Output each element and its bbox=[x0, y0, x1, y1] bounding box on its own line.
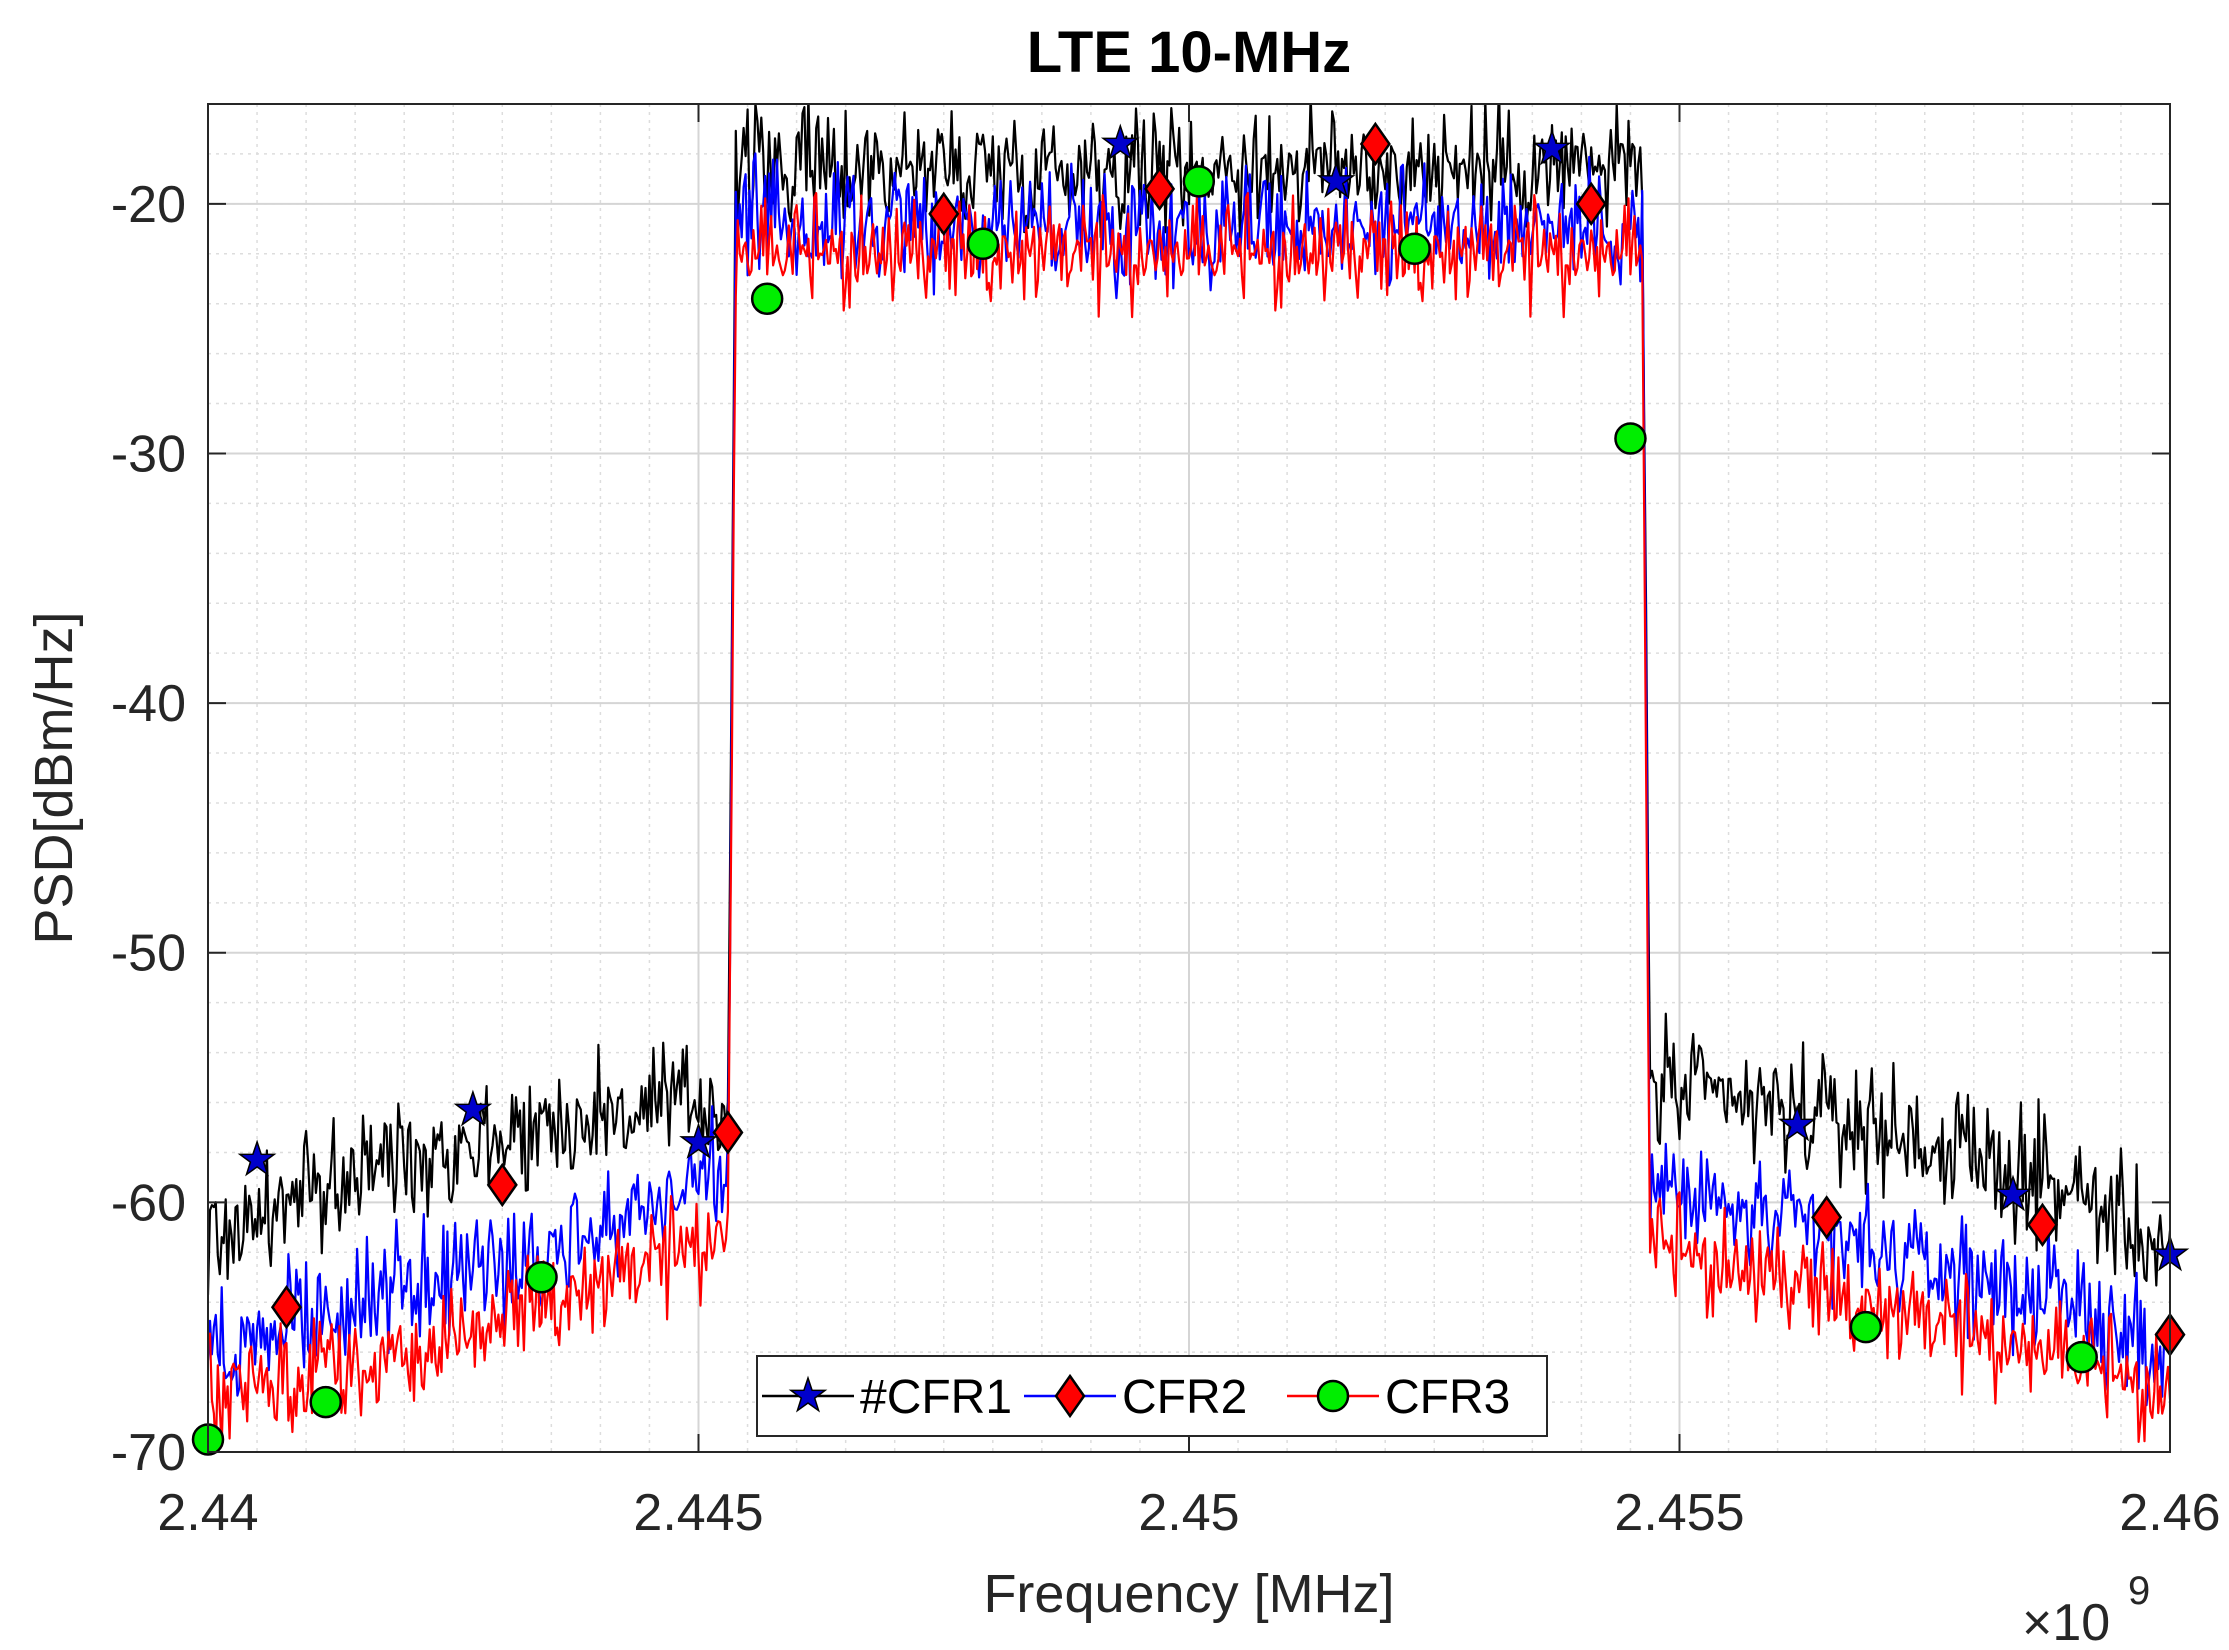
series-marker-2 bbox=[270, 1285, 303, 1330]
series-marker-3 bbox=[1849, 1310, 1883, 1344]
x-axis-label: Frequency [MHz] bbox=[983, 1564, 1394, 1624]
series-marker-1 bbox=[1100, 123, 1140, 161]
series-marker-2 bbox=[1144, 166, 1176, 212]
series-marker-3 bbox=[2065, 1340, 2098, 1374]
series-marker-1 bbox=[679, 1122, 718, 1159]
y-tick-label: -20 bbox=[111, 176, 186, 234]
series-marker-2 bbox=[712, 1110, 744, 1155]
y-tick-label: -50 bbox=[111, 925, 186, 983]
y-tick-label: -70 bbox=[111, 1424, 186, 1482]
legend-label-3: CFR3 bbox=[1385, 1371, 1510, 1424]
x-tick-label: 2.455 bbox=[1614, 1484, 1744, 1542]
y-axis-label: PSD[dBm/Hz] bbox=[24, 611, 84, 944]
minor-grid bbox=[207, 103, 2171, 1453]
x-tick-label: 2.445 bbox=[633, 1484, 763, 1542]
chart-title: LTE 10-MHz bbox=[1027, 20, 1351, 85]
series-marker-3 bbox=[525, 1261, 558, 1294]
series-marker-2 bbox=[2026, 1202, 2058, 1248]
y-axis-ticks: -70 -60 -50 -40 -30 -20 bbox=[111, 176, 2170, 1482]
series-marker-2 bbox=[1575, 181, 1607, 227]
series-marker-1 bbox=[1993, 1174, 2033, 1212]
x-axis-exponent-power: 9 bbox=[2128, 1569, 2150, 1613]
legend-label-2: CFR2 bbox=[1122, 1371, 1247, 1424]
x-tick-label: 2.44 bbox=[157, 1484, 258, 1542]
series-marker-1 bbox=[453, 1089, 493, 1127]
x-tick-label: 2.46 bbox=[2119, 1484, 2220, 1542]
series-marker-1 bbox=[1777, 1104, 1817, 1142]
series-marker-3 bbox=[1182, 165, 1216, 198]
series-marker-2 bbox=[1811, 1195, 1843, 1240]
series-marker-2 bbox=[486, 1162, 518, 1208]
series-marker-1 bbox=[1316, 161, 1356, 198]
series-marker-2 bbox=[928, 191, 960, 237]
x-axis-exponent: ×10 9 bbox=[2022, 1569, 2150, 1650]
series-marker-2 bbox=[1359, 121, 1391, 167]
series-line-3 bbox=[208, 192, 2170, 1452]
series-marker-3 bbox=[966, 227, 1000, 261]
y-tick-label: -30 bbox=[111, 425, 186, 483]
series-marker-1 bbox=[237, 1139, 277, 1177]
x-tick-label: 2.45 bbox=[1138, 1484, 1239, 1542]
y-tick-label: -40 bbox=[111, 675, 186, 733]
series-marker-3 bbox=[1614, 422, 1647, 455]
legend-label-1: #CFR1 bbox=[860, 1371, 1012, 1424]
legend-marker-1 bbox=[788, 1375, 828, 1413]
series-marker-3 bbox=[1398, 232, 1431, 266]
series-marker-3 bbox=[309, 1385, 342, 1419]
series-line-1 bbox=[208, 104, 2170, 1295]
series-marker-3 bbox=[750, 282, 784, 315]
legend-marker-2 bbox=[1054, 1373, 1086, 1419]
legend: #CFR1 CFR2 CFR3 bbox=[756, 1355, 1548, 1437]
series-marker-1 bbox=[1532, 128, 1572, 166]
x-axis-ticks: 2.44 2.445 2.45 2.455 2.46 bbox=[157, 104, 2221, 1542]
legend-box bbox=[756, 1355, 1548, 1437]
x-axis-exponent-base: ×10 bbox=[2022, 1594, 2110, 1650]
y-tick-label: -60 bbox=[111, 1174, 186, 1232]
legend-marker-3 bbox=[1316, 1379, 1350, 1413]
